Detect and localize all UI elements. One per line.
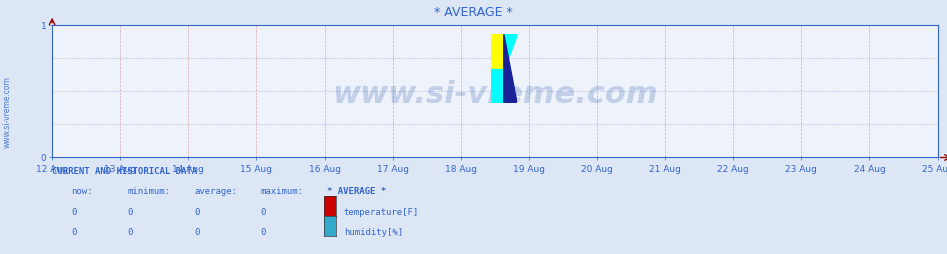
Text: average:: average: bbox=[194, 187, 237, 196]
Text: 0: 0 bbox=[128, 228, 134, 237]
Text: 0: 0 bbox=[194, 228, 200, 237]
Bar bbox=[491, 69, 504, 103]
Text: www.si-vreme.com: www.si-vreme.com bbox=[332, 80, 657, 108]
Text: * AVERAGE *: * AVERAGE * bbox=[434, 6, 513, 19]
Text: www.si-vreme.com: www.si-vreme.com bbox=[3, 76, 12, 148]
Text: 0: 0 bbox=[194, 208, 200, 217]
Text: 0: 0 bbox=[128, 208, 134, 217]
Text: temperature[F]: temperature[F] bbox=[344, 208, 419, 217]
Polygon shape bbox=[504, 34, 517, 69]
Text: CURRENT AND HISTORICAL DATA: CURRENT AND HISTORICAL DATA bbox=[52, 167, 197, 176]
Text: 0: 0 bbox=[260, 228, 266, 237]
Text: now:: now: bbox=[71, 187, 93, 196]
Text: maximum:: maximum: bbox=[260, 187, 303, 196]
Text: minimum:: minimum: bbox=[128, 187, 170, 196]
Text: humidity[%]: humidity[%] bbox=[344, 228, 402, 237]
Text: 0: 0 bbox=[71, 208, 77, 217]
Polygon shape bbox=[504, 34, 517, 103]
Bar bbox=[491, 34, 504, 69]
Text: 0: 0 bbox=[71, 228, 77, 237]
Text: * AVERAGE *: * AVERAGE * bbox=[327, 187, 385, 196]
Text: 0: 0 bbox=[260, 208, 266, 217]
